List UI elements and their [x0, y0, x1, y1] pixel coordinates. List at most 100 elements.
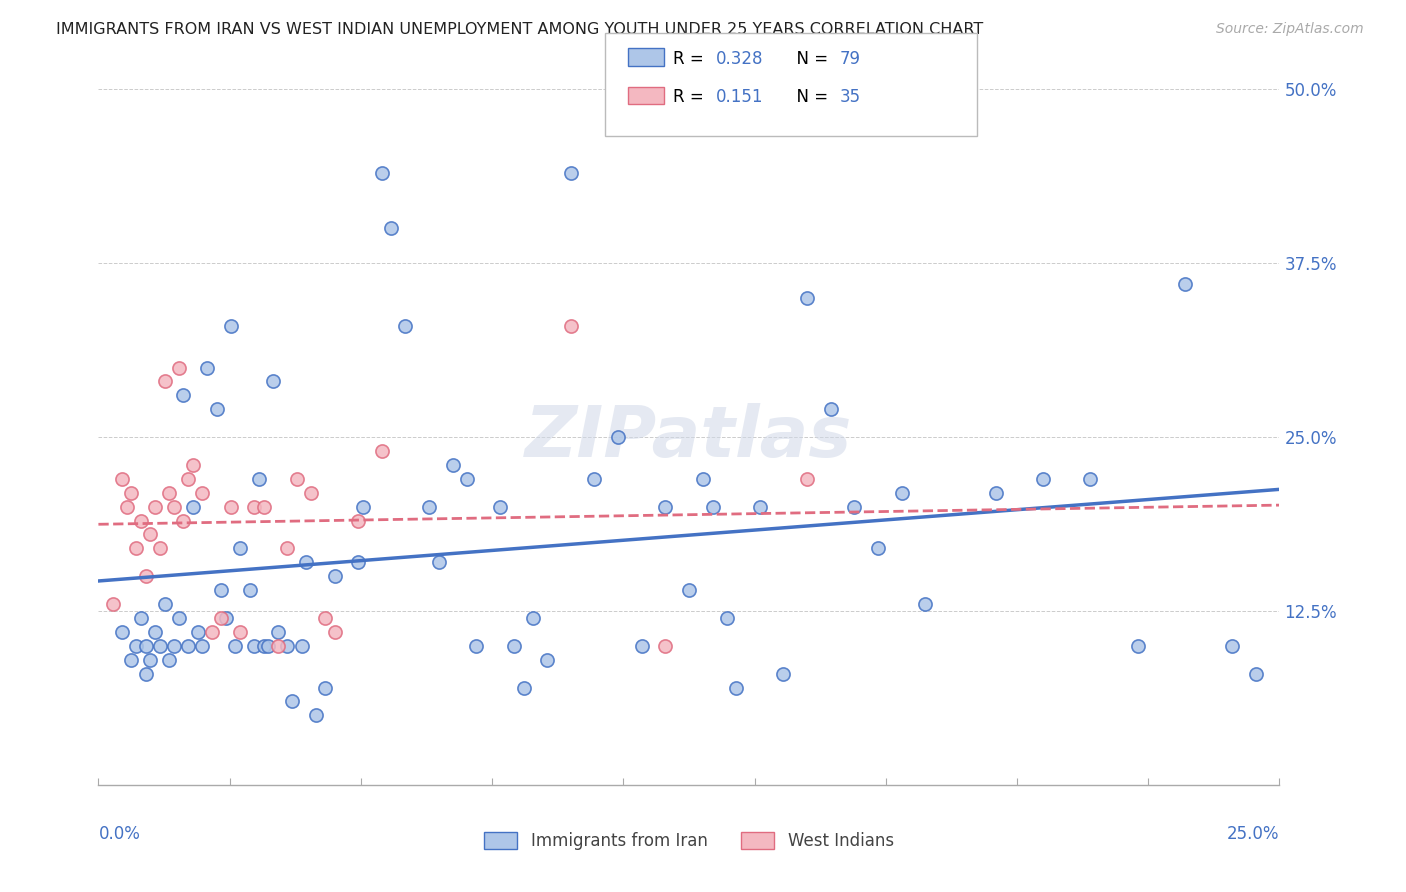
Point [323, 624, 346, 639]
Point [215, 611, 238, 625]
Point [129, 611, 152, 625]
Point [914, 597, 936, 611]
Point [101, 597, 124, 611]
Text: 0.151: 0.151 [716, 88, 763, 106]
Point [139, 653, 162, 667]
Text: 0.0%: 0.0% [98, 825, 141, 843]
Point [121, 653, 143, 667]
Point [143, 500, 166, 514]
Point [285, 472, 308, 486]
Point [187, 624, 209, 639]
Point [205, 402, 228, 417]
Point [149, 541, 172, 556]
Point [866, 541, 889, 556]
Point [157, 485, 180, 500]
Text: ZIPatlas: ZIPatlas [526, 402, 852, 472]
Point [692, 472, 714, 486]
Point [772, 666, 794, 681]
Point [135, 666, 157, 681]
Text: 79: 79 [839, 50, 860, 68]
Point [678, 583, 700, 598]
Point [229, 541, 252, 556]
Point [181, 458, 204, 472]
Point [725, 681, 748, 695]
Point [167, 611, 190, 625]
Point [177, 472, 200, 486]
Point [253, 639, 276, 653]
Point [489, 500, 512, 514]
Point [201, 624, 224, 639]
Point [257, 639, 280, 653]
Point [820, 402, 842, 417]
Point [181, 500, 204, 514]
Point [1080, 472, 1102, 486]
Point [299, 485, 322, 500]
Point [630, 639, 652, 653]
Text: R =: R = [673, 88, 714, 106]
Text: IMMIGRANTS FROM IRAN VS WEST INDIAN UNEMPLOYMENT AMONG YOUTH UNDER 25 YEARS CORR: IMMIGRANTS FROM IRAN VS WEST INDIAN UNEM… [56, 22, 983, 37]
Point [290, 639, 312, 653]
Point [115, 500, 138, 514]
Point [129, 514, 152, 528]
Point [796, 472, 818, 486]
Point [111, 472, 134, 486]
Point [239, 583, 262, 598]
Point [371, 444, 394, 458]
Point [243, 500, 266, 514]
Point [167, 360, 190, 375]
Point [267, 624, 290, 639]
Point [295, 555, 318, 569]
Point [748, 500, 770, 514]
Point [1174, 277, 1197, 291]
Point [1244, 666, 1267, 681]
Point [135, 639, 157, 653]
Point [163, 500, 186, 514]
Text: 0.328: 0.328 [716, 50, 763, 68]
Point [371, 166, 394, 180]
Point [654, 639, 676, 653]
Point [427, 555, 450, 569]
Point [209, 611, 232, 625]
Point [394, 318, 416, 333]
Point [702, 500, 724, 514]
Point [281, 694, 304, 708]
Point [890, 485, 912, 500]
Point [139, 527, 162, 541]
Point [503, 639, 526, 653]
Point [1126, 639, 1149, 653]
Point [560, 318, 582, 333]
Point [191, 639, 214, 653]
Point [229, 624, 252, 639]
Point [172, 514, 194, 528]
Point [125, 541, 148, 556]
Point [654, 500, 676, 514]
Point [121, 485, 143, 500]
Point [1220, 639, 1243, 653]
Point [219, 318, 242, 333]
Point [323, 569, 346, 583]
Point [465, 639, 488, 653]
Point [276, 639, 298, 653]
Point [143, 624, 166, 639]
Point [380, 221, 402, 235]
Point [796, 291, 818, 305]
Point [262, 375, 284, 389]
Point [418, 500, 440, 514]
Text: N =: N = [786, 88, 834, 106]
Point [560, 166, 582, 180]
Point [157, 653, 180, 667]
Point [267, 639, 290, 653]
Text: Source: ZipAtlas.com: Source: ZipAtlas.com [1216, 22, 1364, 37]
Point [224, 639, 246, 653]
Point [984, 485, 1007, 500]
Point [522, 611, 544, 625]
Point [512, 681, 534, 695]
Point [219, 500, 242, 514]
Point [149, 639, 172, 653]
Point [347, 555, 370, 569]
Point [347, 514, 370, 528]
Point [125, 639, 148, 653]
Point [716, 611, 738, 625]
Point [177, 639, 200, 653]
Text: 35: 35 [839, 88, 860, 106]
